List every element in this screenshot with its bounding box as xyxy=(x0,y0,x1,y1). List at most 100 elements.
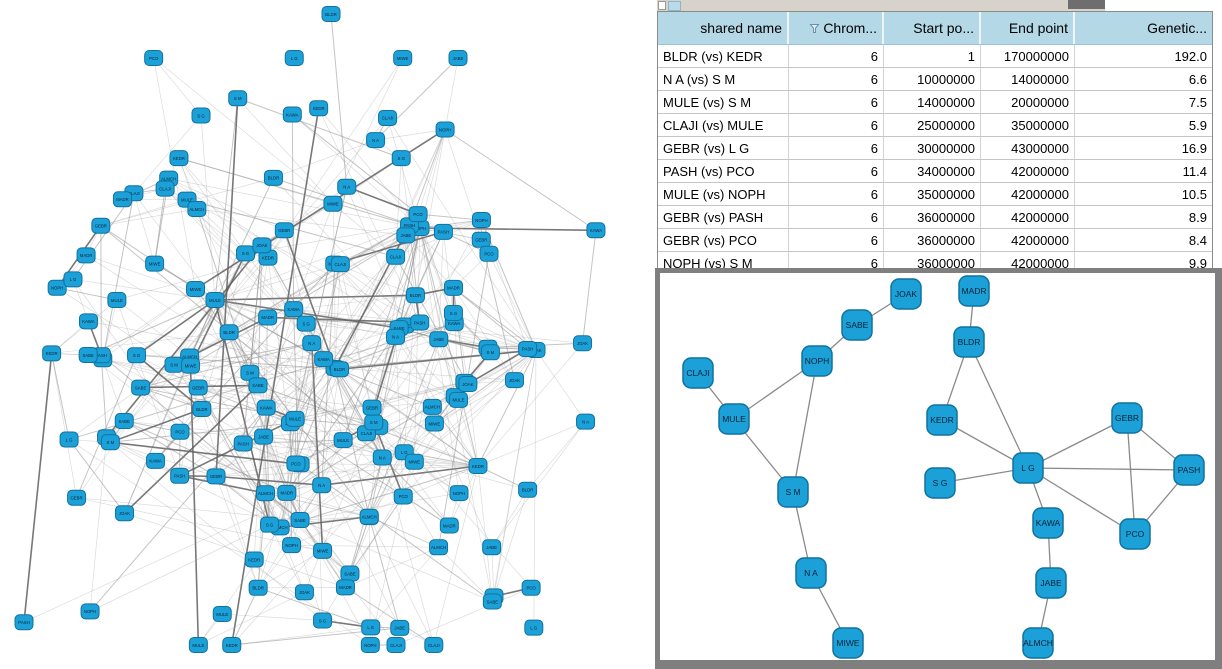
graph-node[interactable]: L G xyxy=(361,619,381,636)
graph-node[interactable]: PCO xyxy=(144,50,164,66)
graph-node[interactable]: JABE xyxy=(1035,567,1067,599)
graph-node[interactable]: JOAK xyxy=(573,335,593,352)
graph-node[interactable]: NOPH xyxy=(80,603,100,620)
table-row[interactable]: MULE (vs) S M 6 14000000 20000000 7.5 xyxy=(658,91,1212,114)
table-row[interactable]: MULE (vs) NOPH 6 35000000 42000000 10.5 xyxy=(658,183,1212,206)
graph-node[interactable]: PASH xyxy=(518,340,538,357)
graph-node[interactable]: CLAJI xyxy=(682,357,714,389)
graph-node[interactable]: PCO xyxy=(286,455,306,472)
table-row[interactable]: GEBR (vs) L G 6 30000000 43000000 16.9 xyxy=(658,137,1212,160)
graph-node[interactable]: JOAK xyxy=(252,237,272,254)
graph-node[interactable]: KAWA xyxy=(146,452,166,469)
graph-node[interactable]: GEBR xyxy=(1111,402,1143,434)
column-header[interactable]: shared name xyxy=(658,12,789,44)
graph-node[interactable]: L G xyxy=(59,431,79,448)
graph-node[interactable]: S M xyxy=(164,356,184,373)
graph-node[interactable]: PASH xyxy=(410,314,430,331)
graph-node[interactable]: KEDR xyxy=(244,551,264,568)
graph-node[interactable]: MIWE xyxy=(832,627,864,659)
graph-node[interactable]: BLDR xyxy=(248,579,268,596)
graph-node[interactable]: PCO xyxy=(408,206,428,223)
column-header[interactable]: Start po... xyxy=(884,12,981,44)
graph-node[interactable]: KAWA xyxy=(78,313,98,330)
graph-node[interactable]: MADR xyxy=(443,279,463,296)
graph-node[interactable]: GEBR xyxy=(274,222,294,239)
graph-node[interactable]: KAWA xyxy=(282,106,302,123)
graph-node[interactable]: ALMCH xyxy=(187,201,207,218)
filter-icon[interactable] xyxy=(809,23,820,34)
graph-node[interactable]: GEBR xyxy=(67,489,87,506)
graph-node[interactable]: MIWE xyxy=(404,453,424,470)
graph-node[interactable]: N A xyxy=(337,178,357,195)
graph-node[interactable]: MADR xyxy=(112,191,132,208)
graph-node[interactable]: SABE xyxy=(841,309,873,341)
graph-node[interactable]: SABE xyxy=(78,346,98,363)
graph-node[interactable]: KEDR xyxy=(926,404,958,436)
graph-node[interactable]: GEBR xyxy=(188,379,208,396)
graph-node[interactable]: MIWE xyxy=(145,255,165,272)
graph-node[interactable]: MIWE xyxy=(424,415,444,432)
graph-node[interactable]: N A xyxy=(372,449,392,466)
graph-node[interactable]: ALMCH xyxy=(429,539,449,556)
graph-node[interactable]: BLDR xyxy=(321,6,341,22)
graph-node[interactable]: L G xyxy=(1012,452,1044,484)
graph-node[interactable]: PCO xyxy=(1119,518,1151,550)
graph-node[interactable]: SABE xyxy=(131,379,151,396)
graph-node[interactable]: NOPH xyxy=(471,212,491,229)
graph-node[interactable]: GEBR xyxy=(91,217,111,234)
graph-node[interactable]: NOPH xyxy=(435,121,455,138)
graph-node[interactable]: BLDR xyxy=(219,324,239,341)
graph-node[interactable]: MULE xyxy=(718,403,750,435)
graph-node[interactable]: NOPH xyxy=(449,485,469,502)
small-network-canvas[interactable]: JOAK SABE NOPH CLAJI MULE S M N A MIWE MADR BLDR K… xyxy=(660,273,1215,660)
graph-node[interactable]: ALMCH xyxy=(422,398,442,415)
graph-node[interactable]: BLDR xyxy=(330,361,350,378)
graph-node[interactable]: MULE xyxy=(188,637,208,653)
graph-node[interactable]: JABE xyxy=(390,619,410,636)
graph-node[interactable]: MULE xyxy=(212,606,232,623)
graph-node[interactable]: PASH xyxy=(14,614,34,631)
graph-node[interactable]: SABE xyxy=(290,512,310,528)
graph-node[interactable]: KEDR xyxy=(42,345,62,362)
graph-node[interactable]: MIWE xyxy=(313,542,333,559)
scrollbar-fragment[interactable] xyxy=(1068,0,1105,9)
table-row[interactable]: CLAJI (vs) MULE 6 25000000 35000000 5.9 xyxy=(658,114,1212,137)
tab-fragment[interactable] xyxy=(668,1,681,11)
table-row[interactable]: GEBR (vs) PASH 6 36000000 42000000 8.9 xyxy=(658,206,1212,229)
graph-node[interactable]: KEDR xyxy=(468,458,488,474)
graph-node[interactable]: SABE xyxy=(482,593,502,610)
column-header[interactable]: Genetic... xyxy=(1075,12,1212,44)
graph-node[interactable]: JABE xyxy=(396,227,416,244)
graph-node[interactable]: MADR xyxy=(258,309,278,326)
graph-node[interactable]: JABE xyxy=(429,331,449,348)
graph-node[interactable]: MULE xyxy=(107,291,127,308)
graph-node[interactable]: PASH xyxy=(233,435,253,452)
graph-node[interactable]: GEBR xyxy=(471,231,491,248)
graph-node[interactable]: N A xyxy=(386,328,406,345)
graph-node[interactable]: MULE xyxy=(333,432,353,449)
graph-node[interactable]: NOPH xyxy=(801,345,833,377)
graph-node[interactable]: BLDR xyxy=(953,326,985,358)
graph-node[interactable]: N A xyxy=(366,132,386,149)
graph-node[interactable]: PASH xyxy=(170,467,190,484)
graph-node[interactable]: KAWA xyxy=(1032,507,1064,539)
graph-node[interactable]: CLAJI xyxy=(330,256,350,273)
table-row[interactable]: BLDR (vs) KEDR 6 1 170000000 192.0 xyxy=(658,45,1212,68)
graph-node[interactable]: KAWA xyxy=(586,222,606,239)
graph-node[interactable]: S G xyxy=(313,612,333,629)
graph-node[interactable]: MADR xyxy=(277,484,297,501)
graph-node[interactable]: PCO xyxy=(521,579,541,596)
graph-node[interactable]: JABE xyxy=(482,539,502,556)
graph-node[interactable]: S M xyxy=(364,414,384,431)
graph-node[interactable]: SABE xyxy=(114,413,134,430)
graph-node[interactable]: PCO xyxy=(170,423,190,440)
graph-node[interactable]: L G xyxy=(524,619,544,636)
graph-node[interactable]: MULE xyxy=(449,391,469,408)
table-row[interactable]: N A (vs) S M 6 10000000 14000000 6.6 xyxy=(658,68,1212,91)
graph-node[interactable]: S G xyxy=(236,245,256,262)
graph-node[interactable]: JABE xyxy=(254,428,274,445)
graph-node[interactable]: GEBR xyxy=(362,399,382,416)
graph-node[interactable]: S G xyxy=(924,467,956,499)
graph-node[interactable]: GEBR xyxy=(206,468,226,485)
graph-node[interactable]: PCO xyxy=(393,488,413,505)
